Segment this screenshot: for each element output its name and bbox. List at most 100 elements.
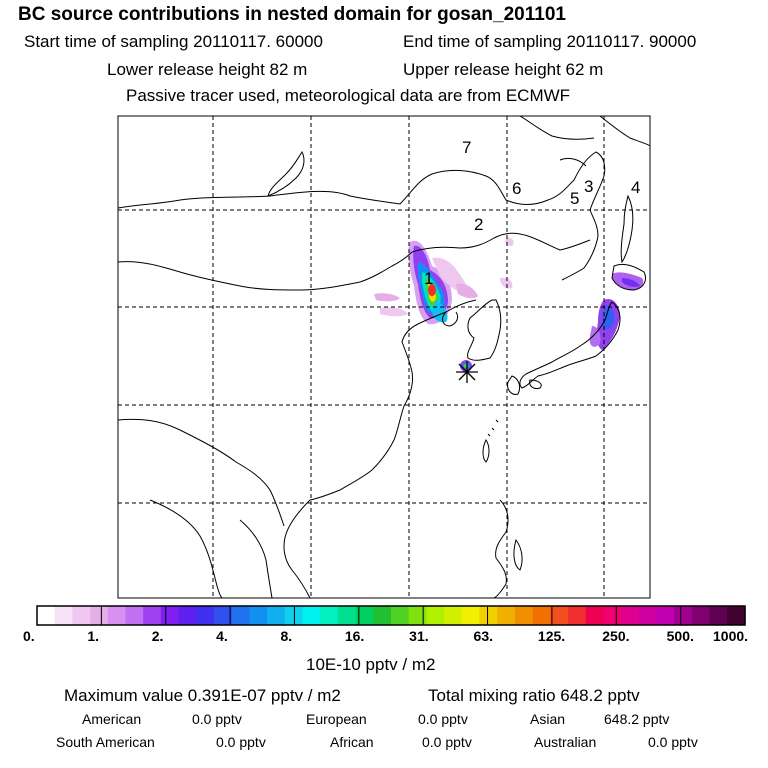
colorbar-swatch: [674, 606, 693, 625]
region-label-3: 3: [584, 177, 593, 196]
start-time-text: Start time of sampling 20110117. 60000: [24, 32, 323, 51]
japan-honshu: [519, 301, 621, 389]
colorbar-swatch: [196, 606, 215, 625]
colorbar-swatch: [550, 606, 569, 625]
indochina-border: [118, 418, 285, 527]
colorbar-swatch: [709, 606, 728, 625]
japan-hokkaido: [611, 263, 647, 291]
colorbar-swatch: [302, 606, 321, 625]
colorbar-swatch: [638, 606, 658, 625]
colorbar-swatch: [249, 606, 268, 625]
colorbar-tick-label: 63.: [473, 628, 493, 644]
colorbar-swatch: [568, 606, 587, 625]
european-value: 0.0 pptv: [418, 711, 468, 727]
colorbar-tick-label: 31.: [409, 628, 429, 644]
colorbar-swatch: [532, 606, 551, 625]
colorbar-swatch: [514, 606, 534, 625]
colorbar-swatch: [90, 606, 109, 625]
colorbar-tick-label: 16.: [344, 628, 365, 644]
australian-value: 0.0 pptv: [648, 734, 698, 750]
colorbar-swatch: [72, 606, 91, 625]
colorbar-swatch: [267, 606, 286, 625]
region-label-6: 6: [512, 179, 521, 198]
colorbar-swatch: [444, 606, 463, 625]
colorbar-swatch: [160, 606, 180, 625]
colorbar-swatch: [656, 606, 675, 625]
end-time-text: End time of sampling 20110117. 90000: [403, 32, 697, 51]
indochina-coast: [283, 499, 311, 598]
african-value: 0.0 pptv: [422, 734, 472, 750]
plume-faint-sw: [380, 307, 408, 317]
plume-faint-west: [374, 293, 400, 302]
philippines: [493, 499, 509, 598]
lower-height-text: Lower release height 82 m: [107, 60, 308, 79]
region-label-2: 2: [474, 215, 483, 234]
colorbar-swatch: [691, 606, 711, 625]
colorbar-tick-label: 125.: [537, 628, 566, 644]
colorbar-tick-label: 2.: [151, 628, 164, 644]
upper-height-text: Upper release height 62 m: [403, 60, 604, 79]
colorbar-swatch: [231, 606, 250, 625]
colorbar-swatch: [373, 606, 392, 625]
colorbar-tick-label: 4.: [216, 628, 228, 644]
colorbar-tick-label: 0.: [23, 628, 35, 644]
american-label: American: [82, 711, 142, 727]
region-label-4: 4: [631, 178, 640, 197]
colorbar-swatch: [391, 606, 410, 625]
colorbar-swatch: [603, 606, 622, 625]
american-value: 0.0 pptv: [192, 711, 242, 727]
colorbar-swatch: [178, 606, 197, 625]
colorbar-tick-label: 250.: [602, 628, 630, 644]
bohai-coast: [442, 311, 459, 327]
plume-main-core: [428, 284, 436, 296]
total-mixing-text: Total mixing ratio 648.2 pptv: [428, 686, 640, 705]
south-american-value: 0.0 pptv: [216, 734, 266, 750]
region-label-1: 1: [424, 269, 433, 288]
max-value-text: Maximum value 0.391E-07 pptv / m2: [64, 686, 341, 705]
lake-baikal: [267, 151, 305, 197]
colorbar-swatch: [54, 606, 73, 625]
map-title: BC source contributions in nested domain…: [18, 4, 566, 25]
japan-shikoku: [529, 379, 542, 389]
region-label-7: 7: [462, 138, 471, 157]
colorbar-swatch: [497, 606, 516, 625]
plume-faint-east: [456, 283, 478, 299]
region-label-5: 5: [570, 189, 579, 208]
colorbar-swatch: [479, 606, 498, 625]
colorbar-swatch: [337, 606, 357, 625]
japan-kyushu: [507, 375, 521, 395]
colorbar-swatch: [426, 606, 445, 625]
region-labels: 1 2 3 4 5 6 7: [424, 138, 640, 288]
colorbar-swatch: [408, 606, 427, 625]
colorbar-tick-label: 500.: [666, 628, 694, 644]
mongolia-border: [118, 232, 591, 291]
lat-lon-grid: [118, 116, 650, 598]
asian-label: Asian: [530, 711, 566, 727]
colorbar-tick-label: 1000.: [713, 628, 749, 644]
australian-label: Australian: [534, 734, 597, 750]
colorbar-swatch: [143, 606, 162, 625]
colorbar-swatch: [727, 606, 746, 625]
colorbar-swatch: [107, 606, 127, 625]
northern-border: [118, 151, 606, 281]
colorbar-swatch: [355, 606, 374, 625]
colorbar-swatch: [125, 606, 144, 625]
south-american-label: South American: [56, 734, 155, 750]
colorbar-swatch: [37, 606, 56, 625]
colorbar-swatch: [585, 606, 604, 625]
colorbar-swatch: [621, 606, 640, 625]
map-frame: [117, 115, 651, 599]
colorbar-swatch: [461, 606, 481, 625]
plume-faint-ne: [500, 277, 513, 289]
african-label: African: [330, 734, 374, 750]
korea-coast: [467, 299, 502, 361]
tracer-note-text: Passive tracer used, meteorological data…: [126, 86, 571, 105]
colorbar-swatch: [284, 606, 304, 625]
colorbar-swatch: [320, 606, 339, 625]
european-label: European: [306, 711, 367, 727]
plume-tail: [432, 300, 448, 323]
asian-value: 648.2 pptv: [604, 711, 670, 727]
plume-layer: [374, 237, 644, 372]
sakhalin: [620, 194, 634, 264]
